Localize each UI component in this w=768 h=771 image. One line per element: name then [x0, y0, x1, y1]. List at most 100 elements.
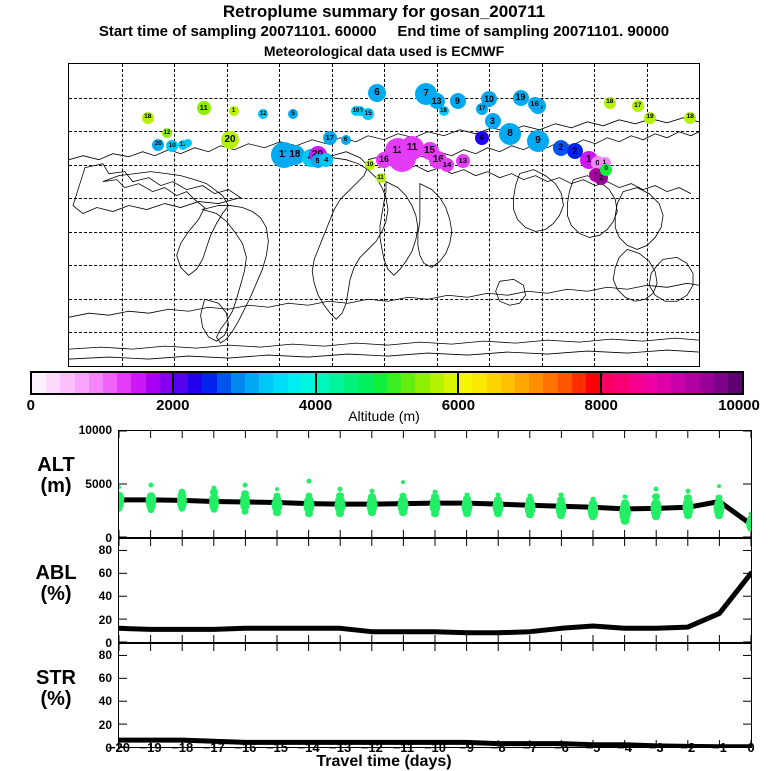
alt-scatter-point [589, 513, 597, 521]
alt-scatter-point [682, 506, 693, 517]
alt-scatter-point [275, 487, 279, 492]
alt-scatter-point [525, 510, 534, 519]
alt-scatter-point [306, 478, 312, 484]
alt-scatter-point [748, 511, 751, 517]
graticule-meridian [279, 64, 280, 366]
alt-axis-label: ALT (m) [37, 454, 75, 497]
graticule-meridian [594, 64, 595, 366]
map-marker: 2 [566, 143, 583, 160]
map-marker: 19 [512, 89, 529, 106]
colorbar-swatch [344, 373, 359, 393]
alt-scatter-point [462, 509, 471, 518]
colorbar-tick-label: 0 [26, 397, 36, 414]
colorbar-divider [314, 371, 317, 395]
colorbar-swatch [472, 373, 487, 393]
map-marker: 18 [603, 96, 616, 109]
alt-scatter-points [119, 431, 751, 537]
colorbar-swatch [372, 373, 388, 393]
map-marker: 20 [221, 130, 239, 149]
colorbar-swatch [543, 373, 558, 393]
alt-scatter-point [652, 513, 661, 521]
alt-scatter-point [747, 525, 751, 532]
colorbar-swatch [174, 373, 189, 393]
map-marker: 8 [499, 123, 521, 146]
colorbar-swatch [32, 373, 47, 393]
colorbar-swatch [415, 373, 430, 393]
abl-timeseries-panel [118, 538, 752, 643]
colorbar-swatch [60, 373, 75, 393]
x-tick-label: −12 [360, 740, 383, 755]
alt-scatter-point [430, 503, 440, 514]
colorbar-swatch [429, 373, 444, 393]
alt-scatter-point [399, 508, 408, 517]
colorbar-swatch [458, 373, 473, 393]
x-tick-label: −13 [329, 740, 352, 755]
alt-scatter-point [651, 507, 662, 518]
map-marker: 17 [476, 103, 488, 116]
alt-scatter-point [590, 496, 596, 502]
map-marker: 18 [284, 144, 305, 165]
alt-scatter-point [209, 488, 218, 497]
colorbar-tick-label: 8000 [584, 397, 618, 414]
str-axis-label: STR (%) [36, 667, 76, 710]
graticule-meridian [646, 64, 648, 366]
colorbar-tick-label: 10000 [718, 397, 760, 414]
colorbar-swatch [486, 373, 501, 393]
alt-scatter-point [431, 509, 439, 518]
alt-scatter-point [401, 479, 406, 484]
colorbar-swatch [401, 373, 416, 393]
alt-scatter-point [717, 484, 722, 489]
colorbar-tick-labels: 0 2000 4000 6000 8000 10000 [26, 397, 760, 415]
alt-timeseries-panel [118, 430, 752, 538]
colorbar-swatch [287, 373, 302, 393]
colorbar-tick-label: 4000 [298, 397, 333, 414]
colorbar-swatch [159, 373, 175, 393]
map-marker: 11 [400, 135, 424, 160]
alt-scatter-point [272, 502, 282, 513]
map-marker: 15 [362, 108, 375, 121]
graticule-parallel [69, 332, 699, 334]
map-marker: 18 [684, 111, 697, 124]
graticule-parallel [69, 198, 699, 200]
alt-scatter-point [464, 492, 470, 497]
map-marker: 3 [484, 113, 501, 130]
alt-scatter-point [304, 509, 313, 518]
mean-line [119, 570, 751, 636]
retroplume-markers: 1311121178918620415161201914161391032211… [69, 64, 699, 366]
y-tick-label: 20 [98, 717, 112, 732]
map-marker: 6 [340, 134, 351, 145]
alt-scatter-point [493, 504, 504, 515]
meteorology-subtitle: Meteorological data used is ECMWF [263, 43, 505, 59]
map-marker: 4 [319, 152, 334, 167]
colorbar-swatch [557, 373, 572, 393]
map-marker: 11 [375, 173, 386, 184]
map-marker: 13 [428, 92, 445, 109]
x-tick-label: −18 [171, 740, 194, 755]
coastline-outlines [69, 117, 699, 360]
colorbar-swatch [514, 373, 530, 393]
x-axis-title: Travel time (days) [316, 753, 452, 770]
alt-scatter-point [178, 505, 186, 512]
x-tick-label: −11 [392, 740, 415, 755]
colorbar-swatch [443, 373, 459, 393]
alt-scatter-point [369, 489, 375, 494]
colorbar-swatch [145, 373, 160, 393]
map-marker: 10 [365, 159, 375, 170]
y-tick-label: 10000 [78, 423, 112, 437]
alt-scatter-point [148, 482, 154, 488]
x-tick-label: −20 [107, 740, 131, 755]
colorbar-swatch [301, 373, 317, 393]
colorbar-swatch [614, 373, 629, 393]
colorbar-swatch [713, 373, 728, 393]
map-marker: 9 [527, 130, 549, 153]
alt-scatter-point [336, 491, 345, 500]
colorbar-swatch [259, 373, 274, 393]
alt-scatter-point [461, 504, 472, 515]
alt-scatter-point [336, 509, 345, 518]
map-marker: 2 [552, 139, 569, 156]
colorbar-swatch [600, 373, 615, 393]
alt-scatter-point [240, 501, 250, 511]
graticule-meridian [489, 64, 490, 366]
alt-scatter-point [119, 485, 121, 490]
x-tick-label: −19 [139, 740, 162, 755]
